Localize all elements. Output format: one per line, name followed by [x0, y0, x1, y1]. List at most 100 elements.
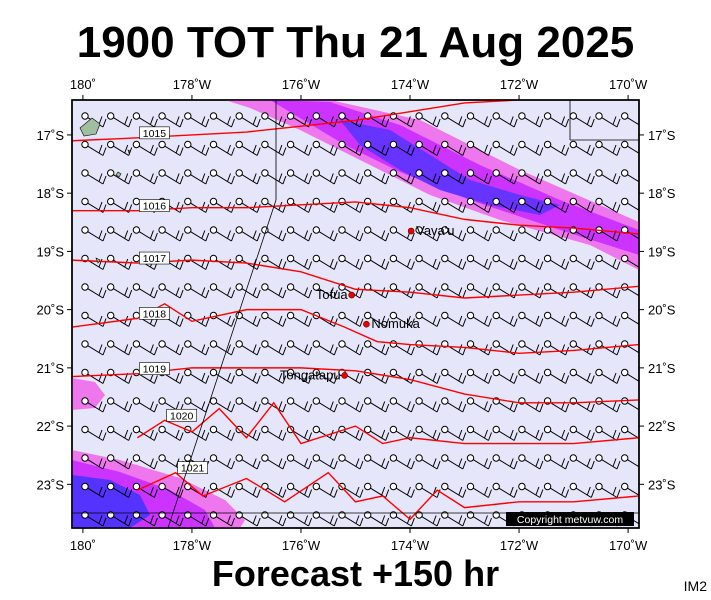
lat-label-right: 18˚S [648, 186, 676, 201]
wind-barb [261, 340, 287, 356]
wind-barb [621, 311, 639, 325]
place-dot [348, 291, 355, 299]
wind-barb [466, 197, 492, 213]
wind-barb [466, 425, 492, 441]
wind-barb [235, 226, 261, 242]
wind-barb [338, 169, 364, 185]
rain-sw-heavy [72, 475, 150, 528]
place-dot [363, 320, 370, 328]
wind-barb [235, 112, 261, 128]
wind-barb [235, 169, 261, 185]
lon-label-top: 178˚W [173, 77, 212, 92]
wind-barb [569, 197, 595, 213]
wind-barb [389, 425, 415, 441]
rain-west-patch [72, 378, 105, 410]
lat-label-right: 21˚S [648, 361, 676, 376]
wind-barb [621, 482, 639, 496]
wind-barb [492, 454, 518, 470]
wind-barb [107, 283, 133, 299]
wind-barb [415, 169, 441, 185]
lat-label-left: 20˚S [37, 303, 65, 318]
place-tongatapu: Tongatapu [280, 367, 348, 382]
isobar-line [72, 302, 639, 355]
wind-barb [107, 397, 133, 413]
wind-barb [569, 454, 595, 470]
wind-barb [235, 454, 261, 470]
wind-barb [569, 425, 595, 441]
wind-barb [415, 397, 441, 413]
lat-label-right: 20˚S [648, 303, 676, 318]
wind-barb [158, 340, 184, 356]
wind-barb [621, 197, 639, 211]
island-fiji [79, 117, 101, 137]
wind-barb [81, 425, 107, 441]
wind-barb [184, 226, 210, 242]
wind-barb [261, 169, 287, 185]
lon-label-bottom: 180˚ [70, 538, 96, 553]
wind-barb [569, 311, 595, 327]
isobar-1020: 1020 [137, 401, 639, 445]
wind-barb [364, 140, 390, 156]
wind-barb [312, 197, 338, 213]
wind-barb [235, 254, 261, 270]
wind-barb [569, 112, 595, 128]
wind-barb [209, 340, 235, 356]
wind-barb [595, 368, 621, 384]
isobars: 1015 1016 1017 1018 1019 1020 1021 [72, 100, 639, 521]
lon-label-bottom: 174˚W [391, 538, 430, 553]
wind-barb [209, 226, 235, 242]
isobar-1019: 1019 [72, 362, 639, 404]
isobar-label-box [166, 408, 197, 422]
wind-barb [235, 397, 261, 413]
wind-barb [132, 112, 158, 128]
copyright-box: Copyright metvuw.com [506, 512, 634, 526]
wind-barb [595, 482, 621, 498]
wind-barb [595, 454, 621, 470]
wind-barb [415, 482, 441, 498]
wind-barb [389, 454, 415, 470]
wind-barb [621, 254, 639, 268]
wind-barb [364, 254, 390, 270]
wind-barb [543, 311, 570, 327]
wind-barb [492, 425, 518, 441]
wind-barb [518, 482, 544, 498]
wind-barb [338, 283, 364, 299]
forecast-label: Forecast +150 hr [211, 553, 500, 594]
wind-barb [132, 140, 158, 156]
wind-barb [518, 283, 544, 299]
wind-barb [415, 197, 441, 213]
wind-barb [132, 397, 158, 413]
wind-barb [261, 112, 287, 128]
wind-barb [209, 169, 235, 185]
wind-barb [518, 311, 544, 327]
wind-barb [286, 169, 313, 185]
wind-barb [518, 169, 544, 185]
isobar-line [137, 401, 639, 445]
wind-barbs [81, 112, 639, 527]
wind-barb [261, 454, 287, 470]
wind-barb [415, 140, 441, 156]
isobar-line [72, 259, 639, 299]
wind-barb [132, 283, 158, 299]
wind-barb [415, 112, 441, 128]
wind-barb [364, 454, 390, 470]
wind-barb [441, 254, 467, 270]
wind-barb [235, 340, 261, 356]
wind-barb [441, 397, 467, 413]
lon-label-bottom: 176˚W [282, 538, 321, 553]
wind-barb [441, 226, 467, 242]
wind-barb [543, 368, 570, 384]
map-border [71, 99, 640, 529]
wind-barb [492, 482, 518, 498]
wind-barb [364, 511, 390, 527]
wind-barb [286, 283, 313, 299]
wind-barb [466, 368, 492, 384]
wind-barb [466, 397, 492, 413]
wind-barb [621, 169, 639, 183]
wind-barb [286, 311, 313, 327]
wind-barb [286, 425, 313, 441]
wind-barb [492, 226, 518, 242]
wind-barb [415, 425, 441, 441]
lat-label-left: 23˚S [37, 477, 65, 492]
